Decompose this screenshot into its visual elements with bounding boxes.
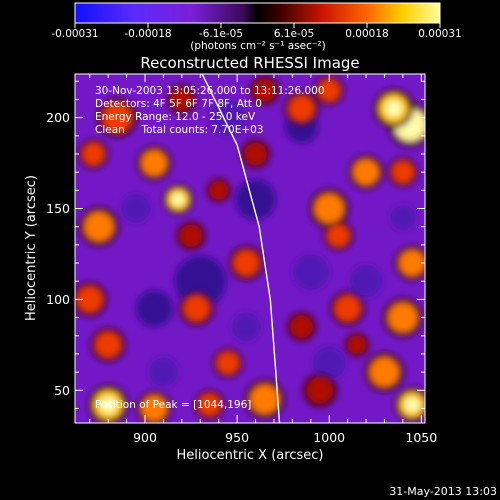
heatmap-blob (318, 79, 341, 102)
heatmap-dip (349, 264, 383, 298)
heatmap-core (385, 100, 402, 117)
heatmap-blob (170, 88, 193, 111)
x-tick-label: 1000 (313, 430, 345, 445)
detectors: Detectors: 4F 5F 6F 7F 8F, Att 0 (95, 98, 262, 110)
colorbar-tick-label: 0.00018 (345, 28, 388, 40)
energy-range: Energy Range: 12.0 - 25.0 keV (95, 111, 256, 123)
heatmap-core (405, 397, 420, 412)
counts-line: Clean Total counts: 7.70E+03 (95, 124, 264, 136)
heatmap-blob (391, 161, 414, 184)
x-tick-label: 1050 (405, 430, 437, 445)
heatmap-core (172, 193, 185, 206)
colorbar-tick-label: -6.1e-05 (199, 28, 243, 40)
heatmap-blob (399, 250, 425, 276)
colorbar-unit: (photons cm⁻² s⁻¹ asec⁻²) (190, 40, 325, 52)
heatmap-blob (82, 142, 105, 166)
heatmap-blob (233, 250, 260, 276)
heatmap-blob (253, 79, 276, 102)
heatmap-area (75, 74, 425, 423)
y-tick-label: 150 (46, 201, 70, 216)
heatmap-blob (288, 95, 315, 122)
heatmap-blob (183, 295, 210, 322)
x-axis-label: Heliocentric X (arcsec) (177, 448, 324, 463)
heatmap-blob (102, 102, 133, 133)
heatmap-blob (314, 193, 344, 224)
info-block: 30-Nov-2003 13:05:26.000 to 13:11:26.000… (95, 85, 325, 411)
plot-frame (74, 73, 426, 424)
heatmap-dip (231, 311, 262, 342)
colorbar-tick-label: -0.00018 (124, 28, 171, 40)
y-tick-label: 50 (54, 383, 70, 398)
heatmap-dip (389, 204, 416, 231)
time-range: 30-Nov-2003 13:05:26.000 to 13:11:26.000 (95, 85, 325, 97)
heatmap-dip (312, 346, 346, 380)
heatmap-blob (244, 142, 267, 166)
y-axis: 50 100 150 200 (46, 80, 425, 409)
colorbar-ticks: -0.00031 -0.00018 -6.1e-05 6.1e-05 0.00018 0.… (51, 23, 462, 40)
heatmap-blob (327, 224, 350, 247)
heatmap-blob (95, 331, 122, 358)
colorbar-tick-label: 6.1e-05 (274, 28, 314, 40)
footer-date: 31-May-2013 13:03 (389, 485, 497, 498)
x-tick-label: 900 (133, 430, 157, 445)
y-tick-label: 200 (46, 110, 70, 125)
heatmap-blob (209, 181, 228, 200)
heatmap-dip (148, 357, 179, 387)
heatmap-blob (76, 286, 103, 313)
heatmap-blob (84, 211, 114, 242)
colorbar-gradient (74, 2, 441, 24)
heatmap-blob (388, 302, 418, 333)
y-axis-label: Heliocentric Y (arcsec) (24, 175, 39, 321)
solar-limb (201, 74, 281, 423)
heatmap-blob (179, 224, 203, 247)
peak-position: Position of Peak = [1044,196] (95, 399, 251, 411)
heatmap-blob (141, 395, 168, 422)
heatmap-blob (369, 357, 400, 387)
colorbar: -0.00031 -0.00018 -6.1e-05 6.1e-05 0.00018 0.… (51, 2, 462, 52)
heatmap-blob (347, 335, 367, 355)
heatmap-blob (216, 351, 239, 375)
heatmap-dip (235, 179, 276, 220)
y-tick-label: 100 (46, 292, 70, 307)
heatmap-blob (198, 393, 221, 416)
heatmap-blob (250, 384, 280, 415)
colorbar-tick-label: -0.00031 (51, 28, 98, 40)
heatmap-dip (135, 290, 173, 327)
heatmap-dip (292, 253, 330, 291)
heatmap-blob (307, 377, 333, 404)
heatmap-dip (121, 193, 151, 224)
chart-title: Reconstructed RHESSI Image (140, 54, 359, 72)
heatmap-blob (141, 150, 168, 176)
x-axis: 900 950 1000 1050 (89, 74, 437, 445)
heatmap-blob (334, 295, 361, 322)
heatmap-core (100, 396, 117, 413)
heatmap-blob (353, 159, 379, 186)
colorbar-tick-label: 0.00031 (418, 28, 461, 40)
x-tick-label: 950 (225, 430, 249, 445)
heatmap-blob (290, 315, 313, 338)
